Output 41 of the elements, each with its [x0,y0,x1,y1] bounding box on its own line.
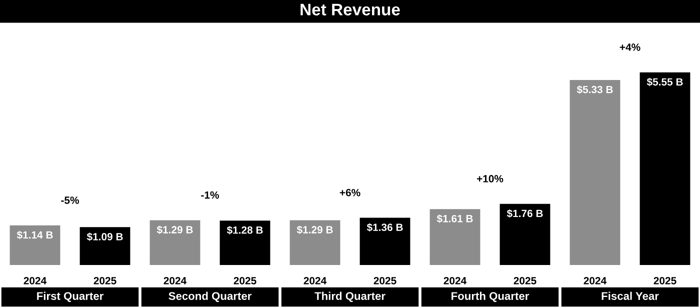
series-label: 2025 [94,277,116,284]
bar [80,227,130,265]
annotation: +10% [476,175,504,182]
chart-title: Net Revenue [300,4,400,16]
x-tick-label: First Quarter [37,292,104,302]
annotation: -5% [61,196,79,204]
bar [10,225,60,265]
data-label: $1.29 B [296,226,333,234]
x-tick-label: Fiscal Year [602,292,659,300]
data-label: $1.76 B [506,209,543,218]
x-tick-label: Third Quarter [314,292,386,302]
bar [360,218,410,265]
annotation: -1% [201,191,219,199]
x-tick-label: Second Quarter [168,292,252,302]
bar [430,209,480,265]
bar [500,204,550,265]
bar [640,72,690,265]
text: 2025 [374,277,396,284]
data-label: $1.36 B [366,223,403,232]
data-label: $1.61 B [436,214,473,223]
data-label: $1.14 B [16,230,53,240]
annotation: +6% [340,188,360,196]
text: 2024 [304,277,327,284]
data-label: $1.29 B [156,226,193,234]
bar [570,80,620,265]
text: 2025 [514,277,536,284]
data-label: $1.09 B [86,232,123,242]
bar [150,220,200,265]
data-label: $5.33 B [576,85,613,94]
data-label: $1.28 B [226,226,263,234]
text: 2025 [654,277,676,284]
text: 2025 [234,277,256,284]
text: 2024 [584,277,607,284]
bar [290,220,340,265]
text: 2024 [444,277,467,284]
data-label: $5.55 B [646,78,683,86]
series-label: 2024 [24,277,47,284]
text: 2024 [164,277,187,284]
bar [220,220,270,265]
text: +4% [620,44,640,51]
x-tick-label: Fourth Quarter [452,292,530,302]
